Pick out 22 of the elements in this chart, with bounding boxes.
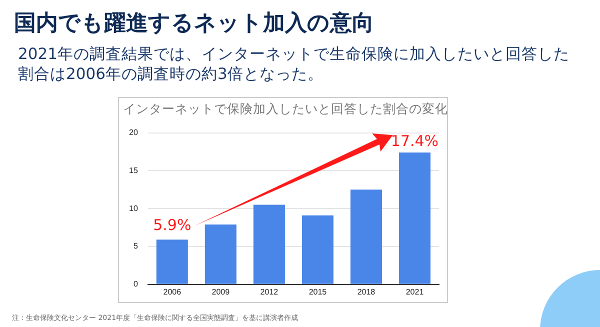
x-tick-label: 2009 bbox=[212, 287, 230, 296]
x-tick-label: 2006 bbox=[163, 287, 182, 296]
x-tick-label: 2021 bbox=[406, 287, 424, 296]
bar bbox=[302, 215, 334, 284]
x-tick-label: 2018 bbox=[357, 287, 376, 296]
text: 国内でも躍進するネット加入の意向 bbox=[14, 10, 374, 38]
data-label: 17.4% bbox=[390, 132, 439, 150]
x-tick-label: 2015 bbox=[308, 287, 328, 296]
y-tick-label: 5 bbox=[133, 242, 138, 251]
x-tick-label: 2012 bbox=[260, 287, 279, 296]
y-tick-label: 10 bbox=[128, 204, 138, 213]
bar bbox=[156, 240, 188, 284]
bar bbox=[350, 190, 382, 284]
bar bbox=[204, 224, 236, 284]
y-tick-label: 15 bbox=[128, 166, 138, 175]
y-tick-label: 20 bbox=[128, 128, 138, 138]
chart-subtitle: 2021年の調査結果では、インターネットで生命保険に加入したいと回答した割合は2006年の調査時の約3倍となった。 bbox=[18, 44, 570, 84]
y-tick-label: 0 bbox=[133, 280, 138, 289]
data-label: 5.9% bbox=[153, 216, 192, 234]
chart-title: インターネットで保険加入したいと回答した割合の変化 bbox=[123, 101, 448, 118]
bar bbox=[398, 152, 431, 284]
bar bbox=[253, 204, 285, 284]
